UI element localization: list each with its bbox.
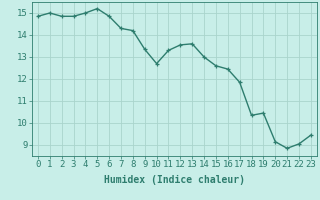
X-axis label: Humidex (Indice chaleur): Humidex (Indice chaleur) [104, 175, 245, 185]
